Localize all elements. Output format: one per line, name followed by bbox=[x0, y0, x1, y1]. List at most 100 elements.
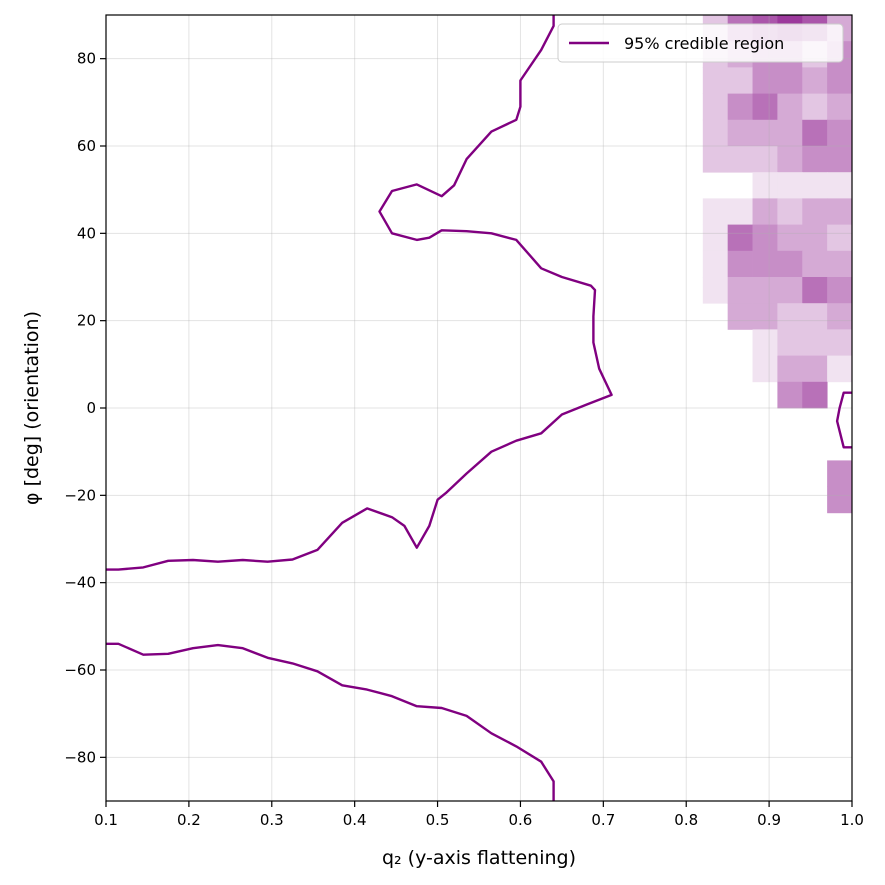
x-tick-label: 0.4 bbox=[343, 811, 367, 829]
density-cell bbox=[827, 355, 853, 383]
x-tick-label: 0.1 bbox=[94, 811, 118, 829]
density-cell bbox=[827, 486, 853, 514]
y-tick-label: −80 bbox=[64, 748, 96, 766]
legend: 95% credible region bbox=[557, 23, 844, 63]
density-cell bbox=[777, 224, 803, 252]
credible-region-lower-contour bbox=[106, 642, 555, 801]
x-tick-label: 0.5 bbox=[426, 811, 450, 829]
density-cell bbox=[802, 250, 828, 278]
density-cell bbox=[752, 198, 778, 225]
density-cell bbox=[802, 119, 828, 147]
density-cell bbox=[752, 250, 778, 278]
density-cell bbox=[802, 329, 828, 356]
y-tick-label: 80 bbox=[77, 50, 96, 68]
y-tick-label: −20 bbox=[64, 486, 96, 504]
density-cell bbox=[727, 146, 753, 173]
y-tick-label: 0 bbox=[86, 399, 96, 417]
legend-entry-label: 95% credible region bbox=[624, 34, 784, 53]
density-cell bbox=[802, 303, 828, 330]
y-tick-label: 60 bbox=[77, 137, 96, 155]
legend-box bbox=[557, 23, 844, 63]
density-cell bbox=[752, 146, 778, 173]
density-cell bbox=[702, 277, 729, 304]
density-cell bbox=[802, 67, 828, 94]
density-cell bbox=[727, 67, 753, 94]
density-cell bbox=[752, 277, 778, 304]
x-tick-label: 0.6 bbox=[509, 811, 533, 829]
density-cell bbox=[752, 303, 778, 330]
density-cell bbox=[727, 93, 753, 121]
density-cell bbox=[727, 303, 753, 330]
density-cell bbox=[777, 172, 803, 199]
density-cell bbox=[827, 250, 853, 278]
density-cell bbox=[827, 93, 853, 121]
density-cell bbox=[802, 93, 828, 121]
density-cell bbox=[727, 277, 753, 304]
y-tick-label: 20 bbox=[77, 312, 96, 330]
density-cell bbox=[777, 198, 803, 225]
density-cell bbox=[802, 172, 828, 199]
density-cell bbox=[777, 381, 803, 409]
credible-region-upper-contour bbox=[106, 15, 613, 571]
density-cell bbox=[827, 303, 853, 330]
x-tick-label: 0.3 bbox=[260, 811, 284, 829]
density-cell bbox=[827, 146, 853, 173]
density-cell bbox=[702, 146, 729, 173]
density-cell bbox=[702, 119, 729, 147]
x-tick-label: 0.8 bbox=[674, 811, 698, 829]
density-cell bbox=[827, 119, 853, 147]
density-cell bbox=[702, 67, 729, 94]
density-cell bbox=[752, 355, 778, 383]
density-cell bbox=[727, 119, 753, 147]
density-cell bbox=[727, 198, 753, 225]
density-cell bbox=[752, 329, 778, 356]
density-cell bbox=[827, 67, 853, 94]
density-cell bbox=[827, 460, 853, 487]
x-tick-label: 0.2 bbox=[177, 811, 201, 829]
density-cell bbox=[777, 67, 803, 94]
density-cell bbox=[777, 119, 803, 147]
density-cell bbox=[702, 93, 729, 121]
density-cell bbox=[827, 277, 853, 304]
density-cell bbox=[777, 329, 803, 356]
density-cell bbox=[802, 146, 828, 173]
credible-region-contours bbox=[106, 15, 852, 801]
density-cell bbox=[777, 146, 803, 173]
density-cell bbox=[752, 93, 778, 121]
density-cell bbox=[827, 172, 853, 199]
density-cell bbox=[827, 329, 853, 356]
density-cell bbox=[752, 224, 778, 252]
x-tick-label: 0.7 bbox=[591, 811, 615, 829]
y-tick-label: −40 bbox=[64, 574, 96, 592]
density-cell bbox=[802, 355, 828, 383]
density-cell bbox=[827, 224, 853, 252]
y-tick-label: −60 bbox=[64, 661, 96, 679]
density-cell bbox=[777, 355, 803, 383]
density-cell bbox=[752, 67, 778, 94]
density-cell bbox=[727, 250, 753, 278]
density-cell bbox=[702, 198, 729, 225]
x-axis-label: q₂ (y-axis flattening) bbox=[382, 847, 576, 869]
y-axis-ticks: −80 −60 −40 −20 0 20 40 60 80 bbox=[64, 50, 106, 766]
density-cell bbox=[702, 250, 729, 278]
x-axis-ticks: 0.1 0.2 0.3 0.4 0.5 0.6 0.7 0.8 0.9 1.0 bbox=[94, 801, 864, 829]
density-cell bbox=[777, 250, 803, 278]
density-cell bbox=[777, 277, 803, 304]
density-cell bbox=[727, 224, 753, 252]
density-cell bbox=[802, 277, 828, 304]
y-tick-label: 40 bbox=[77, 224, 96, 242]
density-cell bbox=[827, 198, 853, 225]
density-cell bbox=[777, 303, 803, 330]
density-cell bbox=[752, 119, 778, 147]
density-cell bbox=[802, 198, 828, 225]
density-cell bbox=[802, 381, 828, 409]
credible-region-right-contour bbox=[835, 391, 852, 449]
density-cell bbox=[752, 172, 778, 199]
x-tick-label: 0.9 bbox=[757, 811, 781, 829]
density-cell bbox=[802, 224, 828, 252]
y-axis-label: φ [deg] (orientation) bbox=[21, 311, 43, 505]
density-cell bbox=[777, 93, 803, 121]
density-cell bbox=[702, 224, 729, 252]
x-tick-label: 1.0 bbox=[840, 811, 864, 829]
